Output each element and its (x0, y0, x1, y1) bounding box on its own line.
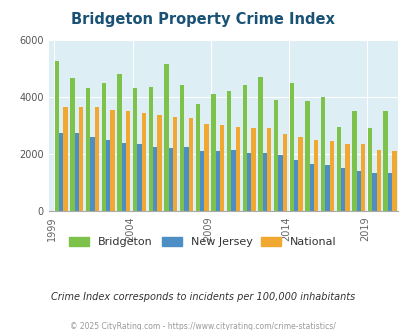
Bar (277, 155, 282, 211)
Bar (148, 87, 153, 211)
Bar (173, 117, 177, 211)
Bar (184, 147, 188, 211)
Bar (387, 173, 391, 211)
Bar (246, 152, 251, 211)
Bar (266, 128, 271, 211)
Bar (226, 91, 231, 211)
Bar (371, 173, 376, 211)
Bar (59, 133, 63, 211)
Bar (293, 160, 298, 211)
Bar (340, 168, 344, 211)
Bar (351, 111, 356, 211)
Bar (141, 113, 146, 211)
Bar (153, 147, 157, 211)
Bar (55, 61, 59, 211)
Bar (235, 127, 239, 211)
Bar (289, 82, 293, 211)
Bar (110, 110, 115, 211)
Bar (126, 111, 130, 211)
Bar (137, 144, 141, 211)
Bar (168, 148, 173, 211)
Bar (367, 128, 371, 211)
Text: © 2025 CityRating.com - https://www.cityrating.com/crime-statistics/: © 2025 CityRating.com - https://www.city… (70, 322, 335, 330)
Bar (282, 134, 286, 211)
Text: Bridgeton Property Crime Index: Bridgeton Property Crime Index (71, 12, 334, 26)
Bar (90, 137, 94, 211)
Bar (344, 144, 349, 211)
Bar (94, 107, 99, 211)
Bar (324, 165, 329, 211)
Bar (200, 151, 204, 211)
Bar (258, 77, 262, 211)
Bar (164, 64, 168, 211)
Bar (79, 107, 83, 211)
Bar (376, 150, 380, 211)
Bar (320, 97, 324, 211)
Bar (63, 107, 68, 211)
Bar (188, 118, 193, 211)
Bar (195, 104, 200, 211)
Bar (298, 137, 302, 211)
Bar (313, 140, 318, 211)
Bar (336, 127, 340, 211)
Bar (383, 111, 387, 211)
Bar (356, 171, 360, 211)
Bar (122, 143, 126, 211)
Legend: Bridgeton, New Jersey, National: Bridgeton, New Jersey, National (64, 233, 341, 252)
Bar (157, 115, 161, 211)
Bar (106, 140, 110, 211)
Bar (273, 100, 277, 211)
Bar (262, 152, 266, 211)
Bar (132, 88, 137, 211)
Bar (329, 141, 333, 211)
Bar (305, 101, 309, 211)
Bar (360, 144, 364, 211)
Bar (75, 133, 79, 211)
Bar (179, 85, 184, 211)
Bar (101, 82, 106, 211)
Bar (231, 150, 235, 211)
Bar (242, 85, 246, 211)
Bar (391, 151, 396, 211)
Bar (215, 151, 220, 211)
Bar (204, 124, 208, 211)
Text: Crime Index corresponds to incidents per 100,000 inhabitants: Crime Index corresponds to incidents per… (51, 292, 354, 302)
Bar (70, 78, 75, 211)
Bar (309, 164, 313, 211)
Bar (251, 128, 255, 211)
Bar (220, 125, 224, 211)
Bar (211, 94, 215, 211)
Bar (117, 74, 121, 211)
Bar (86, 88, 90, 211)
